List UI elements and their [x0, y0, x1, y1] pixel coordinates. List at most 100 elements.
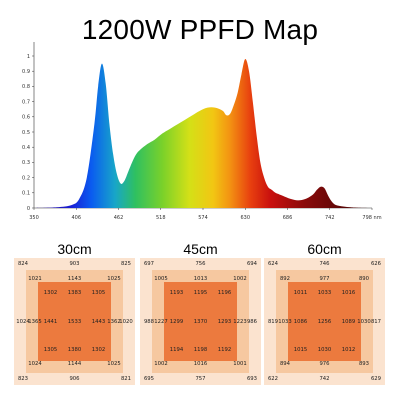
- ppfd-value: 1365: [28, 318, 42, 325]
- ppfd-value: 824: [17, 261, 29, 267]
- ppfd-value: 825: [120, 261, 132, 267]
- ppfd-value: 1005: [154, 276, 168, 282]
- ppfd-value: 1302: [43, 290, 58, 296]
- spectrum-area: [34, 59, 372, 208]
- ppfd-value: 890: [358, 276, 370, 282]
- y-tick-label: 0.6: [22, 115, 30, 121]
- ppfd-value: 1086: [293, 318, 308, 325]
- ppfd-value: 977: [319, 276, 330, 282]
- ppfd-value: 1195: [193, 290, 208, 296]
- ppfd-value: 1011: [293, 290, 308, 296]
- ppfd-value: 1299: [169, 318, 184, 325]
- ppfd-value: 1025: [107, 276, 121, 282]
- ppfd-value: 1380: [67, 347, 82, 353]
- ppfd-value: 742: [319, 376, 330, 382]
- ppfd-value: 906: [69, 376, 80, 382]
- ppfd-value: 903: [69, 261, 80, 267]
- grid-title: 45cm: [183, 241, 218, 257]
- ppfd-value: 1002: [233, 276, 247, 282]
- ppfd-value: 1305: [91, 290, 106, 296]
- x-tick-label: 798 nm: [362, 215, 381, 221]
- ppfd-value: 821: [120, 376, 132, 382]
- ppfd-value: 695: [143, 376, 155, 382]
- y-tick-label: 0: [27, 206, 30, 212]
- ppfd-value: 893: [358, 361, 370, 367]
- grid-ring-inner: [38, 282, 111, 361]
- ppfd-value: 1143: [67, 276, 82, 282]
- ppfd-value: 1001: [233, 361, 247, 367]
- ppfd-value: 1015: [293, 347, 308, 353]
- ppfd-grid-30cm: 824 903 825 1021 1143 1025 1302 1383 1305 1024 136…: [14, 258, 135, 385]
- ppfd-value: 1016: [193, 361, 208, 367]
- ppfd-value: 1013: [193, 276, 208, 282]
- spectrum-chart: 0 0.1 0.2 0.3 0.4 0.5 0.6 0.7 0.8 0.9 1 350 406 462 51…: [22, 42, 382, 221]
- ppfd-value: 1227: [154, 318, 168, 325]
- ppfd-value: 1383: [67, 290, 82, 296]
- y-tick-label: 1: [27, 54, 30, 60]
- x-tick-label: 406: [71, 215, 81, 221]
- ppfd-value: 892: [279, 276, 291, 282]
- ppfd-value: 1025: [107, 361, 121, 367]
- y-tick-label: 0.3: [22, 160, 30, 166]
- ppfd-value: 1533: [67, 318, 82, 325]
- ppfd-value: 693: [246, 376, 258, 382]
- ppfd-value: 1196: [217, 290, 232, 296]
- ppfd-value: 894: [279, 361, 291, 367]
- ppfd-value: 1441: [43, 318, 58, 325]
- ppfd-grid-60cm: 624 746 626 892 977 890 1011 1033 1016 819 1033 108…: [264, 258, 385, 385]
- grid-ring-inner: [164, 282, 237, 361]
- ppfd-value: 1016: [341, 290, 356, 296]
- y-tick-label: 0.1: [22, 191, 30, 197]
- ppfd-value: 1021: [28, 276, 42, 282]
- ppfd-value: 1302: [91, 347, 106, 353]
- y-tick-label: 0.8: [22, 84, 30, 90]
- ppfd-value: 976: [319, 361, 330, 367]
- ppfd-value: 817: [370, 318, 382, 325]
- y-tick-label: 0.5: [22, 130, 30, 136]
- ppfd-value: 1370: [193, 318, 208, 325]
- ppfd-value: 1033: [278, 318, 292, 325]
- ppfd-value: 1024: [28, 361, 42, 367]
- x-tick-label: 630: [240, 215, 250, 221]
- ppfd-grid-45cm: 697 756 694 1005 1013 1002 1193 1195 1196 988 1227…: [140, 258, 261, 385]
- ppfd-value: 697: [143, 261, 155, 267]
- ppfd-value: 624: [267, 261, 279, 267]
- x-tick-label: 574: [198, 215, 208, 221]
- ppfd-value: 1256: [317, 318, 332, 325]
- ppfd-value: 1223: [233, 318, 247, 325]
- x-tick-label: 462: [114, 215, 124, 221]
- x-tick-label: 742: [325, 215, 335, 221]
- grid-ring-inner: [288, 282, 361, 361]
- ppfd-value: 1193: [169, 290, 184, 296]
- ppfd-value: 1293: [217, 318, 232, 325]
- ppfd-value: 1362: [107, 318, 121, 325]
- y-tick-label: 0.7: [22, 99, 30, 105]
- ppfd-value: 1012: [341, 347, 356, 353]
- ppfd-value: 1033: [317, 290, 332, 296]
- ppfd-value: 1194: [169, 347, 184, 353]
- ppfd-value: 1192: [217, 347, 232, 353]
- y-tick-label: 0.4: [22, 145, 30, 151]
- ppfd-value: 1020: [119, 318, 133, 325]
- ppfd-value: 988: [143, 318, 155, 325]
- ppfd-value: 1144: [67, 361, 82, 367]
- ppfd-value: 1443: [91, 318, 106, 325]
- ppfd-value: 1030: [357, 318, 371, 325]
- y-tick-label: 0.2: [22, 175, 30, 181]
- y-tick-label: 0.9: [22, 69, 30, 75]
- ppfd-value: 1089: [341, 318, 356, 325]
- ppfd-value: 629: [370, 376, 382, 382]
- ppfd-value: 757: [195, 376, 206, 382]
- ppfd-value: 1305: [43, 347, 58, 353]
- x-tick-label: 686: [283, 215, 293, 221]
- ppfd-value: 823: [17, 376, 29, 382]
- ppfd-value: 746: [319, 261, 330, 267]
- ppfd-value: 626: [370, 261, 382, 267]
- ppfd-value: 1002: [154, 361, 168, 367]
- ppfd-value: 1024: [16, 318, 30, 325]
- ppfd-value: 756: [195, 261, 206, 267]
- ppfd-value: 986: [246, 318, 258, 325]
- ppfd-value: 622: [267, 376, 279, 382]
- grid-title: 60cm: [307, 241, 342, 257]
- grid-title: 30cm: [57, 241, 92, 257]
